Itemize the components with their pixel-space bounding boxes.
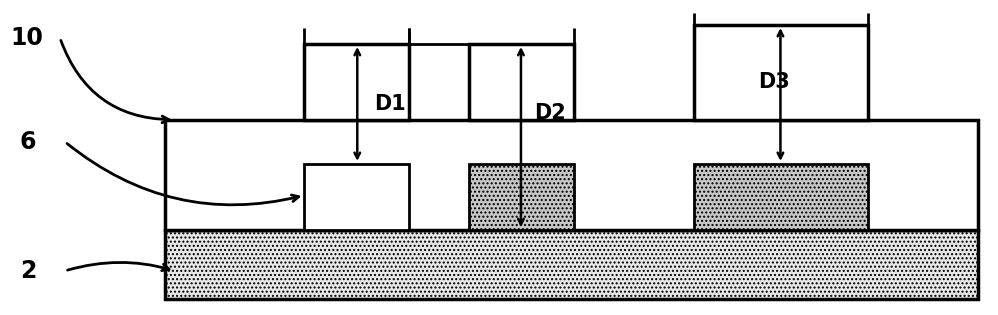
Bar bbox=[469, 44, 574, 120]
Bar bbox=[694, 25, 868, 120]
Text: 6: 6 bbox=[20, 130, 37, 154]
Bar bbox=[304, 164, 409, 230]
Bar bbox=[694, 164, 868, 230]
Text: 2: 2 bbox=[20, 259, 36, 283]
Text: 10: 10 bbox=[10, 26, 43, 50]
Text: D2: D2 bbox=[534, 103, 566, 123]
Bar bbox=[469, 164, 574, 230]
Bar bbox=[165, 230, 978, 299]
Text: D3: D3 bbox=[758, 72, 790, 92]
Text: D1: D1 bbox=[374, 94, 406, 114]
Bar bbox=[304, 44, 409, 120]
Bar bbox=[165, 120, 978, 230]
